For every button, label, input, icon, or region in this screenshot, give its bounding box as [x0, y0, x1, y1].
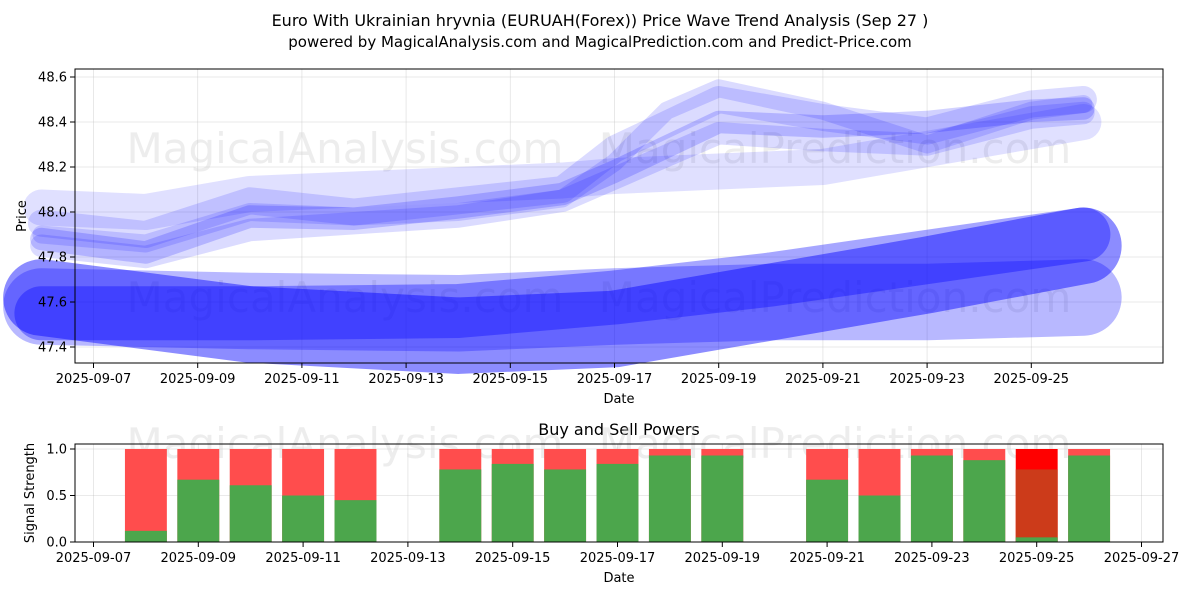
overlap-bar-2025-09-25 — [1015, 469, 1058, 542]
price-wave-chart: MagicalAnalysis.com MagicalPrediction.co… — [3, 68, 1164, 407]
top-ytick-label-2: 47.8 — [38, 251, 67, 266]
bottom-ytick-label-2: 1.0 — [46, 443, 67, 458]
bottom-xtick-label-6: 2025-09-19 — [685, 551, 761, 566]
watermark-analysis-top: MagicalAnalysis.com — [127, 124, 564, 173]
buy-bar-2025-09-10 — [229, 485, 272, 542]
chart-title: Euro With Ukrainian hryvnia (EURUAH(Fore… — [272, 11, 929, 30]
buy-bar-2025-09-24 — [963, 460, 1006, 542]
top-xtick-label-0: 2025-09-07 — [56, 372, 132, 387]
top-xtick-label-5: 2025-09-17 — [577, 372, 653, 387]
top-xtick-label-8: 2025-09-23 — [889, 372, 965, 387]
chart-subtitle: powered by MagicalAnalysis.com and Magic… — [288, 33, 912, 51]
top-y-ticks: 47.4 47.6 47.8 48.0 48.2 48.4 48.6 — [38, 71, 75, 356]
watermark-analysis-mid: MagicalAnalysis.com — [127, 273, 564, 322]
wave-band-3 — [23, 104, 1102, 230]
bottom-xtick-label-10: 2025-09-27 — [1104, 551, 1180, 566]
top-ytick-label-4: 48.2 — [38, 161, 67, 176]
buy-bar-2025-09-11 — [282, 495, 325, 542]
top-x-axis-label: Date — [603, 392, 634, 407]
wave-band-5 — [3, 207, 1122, 374]
bottom-plot-frame — [74, 443, 1164, 543]
wave-bands — [3, 79, 1122, 374]
buy-bar-2025-09-09 — [177, 479, 220, 542]
top-ytick-label-0: 47.4 — [38, 341, 67, 356]
bottom-xtick-label-3: 2025-09-13 — [370, 551, 446, 566]
buy-bar-2025-09-21 — [806, 479, 849, 542]
signal-bars — [124, 449, 1111, 542]
top-ytick-label-5: 48.4 — [38, 116, 67, 131]
wave-band-4 — [32, 79, 1093, 253]
top-grid — [75, 69, 1163, 363]
wave-band-1 — [27, 86, 1097, 248]
buy-bar-2025-09-22 — [858, 495, 901, 542]
wave-band-0 — [30, 97, 1095, 264]
top-y-axis-label: Price — [15, 200, 30, 232]
top-xtick-label-7: 2025-09-21 — [785, 372, 861, 387]
buy-bar-2025-09-25 — [1015, 537, 1058, 542]
bottom-xtick-label-0: 2025-09-07 — [56, 551, 132, 566]
wave-band-2 — [30, 101, 1095, 269]
buy-bar-2025-09-26 — [1068, 455, 1111, 542]
watermark-prediction-mid: MagicalPrediction.com — [599, 273, 1072, 322]
top-ytick-label-3: 48.0 — [38, 206, 67, 221]
buy-bar-2025-09-17 — [596, 463, 639, 542]
buy-bar-2025-09-14 — [439, 469, 482, 542]
wave-band-7 — [3, 259, 1122, 352]
wave-band-6 — [14, 207, 1111, 341]
bottom-y-axis-label: Signal Strength — [23, 443, 38, 543]
buy-sell-chart: Buy and Sell Powers MagicalAnalysis.com … — [23, 419, 1179, 586]
top-xtick-label-9: 2025-09-25 — [994, 372, 1070, 387]
top-xtick-label-1: 2025-09-09 — [160, 372, 236, 387]
bottom-ytick-label-1: 0.5 — [46, 489, 67, 504]
top-x-ticks: 2025-09-07 2025-09-09 2025-09-11 2025-09-13… — [56, 363, 1069, 387]
top-ytick-label-1: 47.6 — [38, 296, 67, 311]
watermark-prediction-top: MagicalPrediction.com — [599, 124, 1072, 173]
sell-bar-2025-09-08 — [124, 449, 167, 542]
top-ytick-label-6: 48.6 — [38, 71, 67, 86]
top-xtick-label-3: 2025-09-13 — [368, 372, 444, 387]
bottom-chart-title: Buy and Sell Powers — [538, 420, 700, 439]
top-xtick-label-4: 2025-09-15 — [473, 372, 549, 387]
buy-bar-2025-09-19 — [701, 455, 744, 542]
top-xtick-label-6: 2025-09-19 — [681, 372, 757, 387]
top-plot-frame — [74, 68, 1164, 364]
bottom-xtick-label-1: 2025-09-09 — [161, 551, 237, 566]
bottom-xtick-label-9: 2025-09-25 — [999, 551, 1075, 566]
bottom-xtick-label-5: 2025-09-17 — [580, 551, 656, 566]
bottom-y-ticks: 0.0 0.5 1.0 — [46, 443, 75, 551]
bottom-ytick-label-0: 0.0 — [46, 536, 67, 551]
buy-bar-2025-09-18 — [648, 455, 691, 542]
bottom-x-axis-label: Date — [603, 571, 634, 586]
buy-bar-2025-09-23 — [910, 455, 953, 542]
bottom-xtick-label-2: 2025-09-11 — [265, 551, 341, 566]
bottom-x-ticks: 2025-09-07 2025-09-09 2025-09-11 2025-09-13… — [56, 542, 1180, 566]
buy-bar-2025-09-16 — [544, 469, 587, 542]
buy-bar-2025-09-15 — [491, 463, 534, 542]
bottom-xtick-label-4: 2025-09-15 — [475, 551, 551, 566]
bottom-xtick-label-7: 2025-09-21 — [789, 551, 865, 566]
bottom-xtick-label-8: 2025-09-23 — [894, 551, 970, 566]
buy-bar-2025-09-08 — [124, 530, 167, 542]
top-xtick-label-2: 2025-09-11 — [264, 372, 340, 387]
buy-bar-2025-09-12 — [334, 500, 377, 542]
